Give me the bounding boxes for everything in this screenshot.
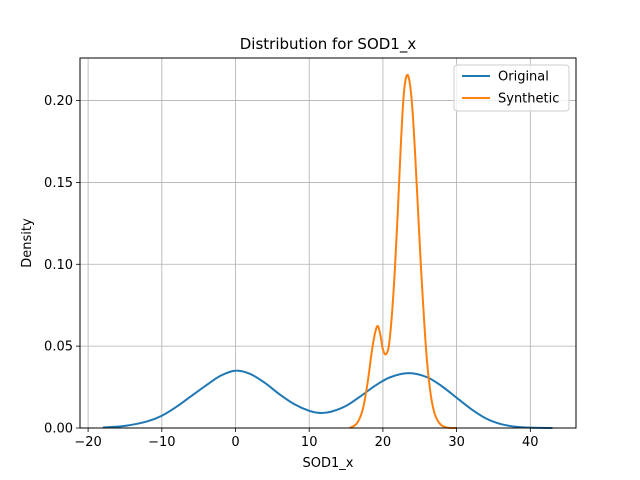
y-tick-label: 0.15 — [44, 176, 73, 191]
chart-title: Distribution for SOD1_x — [240, 35, 417, 54]
y-tick-label: 0.10 — [44, 258, 73, 273]
y-tick-label: 0.20 — [44, 94, 73, 109]
x-tick-label: −20 — [74, 435, 101, 450]
x-axis-label: SOD1_x — [303, 456, 354, 471]
x-tick-label: 10 — [301, 435, 318, 450]
series-layer — [102, 73, 553, 429]
x-tick-label: 0 — [231, 435, 239, 450]
x-tick-label: 30 — [448, 435, 465, 450]
x-tick-label: −10 — [148, 435, 175, 450]
plot-frame — [79, 57, 577, 429]
legend: Original Synthetic — [453, 64, 570, 112]
y-tick-label: 0.05 — [44, 340, 73, 355]
y-axis-label: Density — [20, 218, 35, 268]
legend-label-original: Original — [498, 70, 549, 85]
x-tick-label: 40 — [522, 435, 539, 450]
y-tick-label: 0.00 — [44, 422, 73, 437]
series-line-synthetic — [349, 73, 457, 429]
legend-label-synthetic: Synthetic — [498, 92, 559, 107]
axis-ticks: −20 −10 0 10 20 30 40 0.00 0.05 0.10 0.15 0.20 — [44, 94, 539, 450]
series-line-original — [102, 369, 553, 429]
x-tick-label: 20 — [375, 435, 392, 450]
